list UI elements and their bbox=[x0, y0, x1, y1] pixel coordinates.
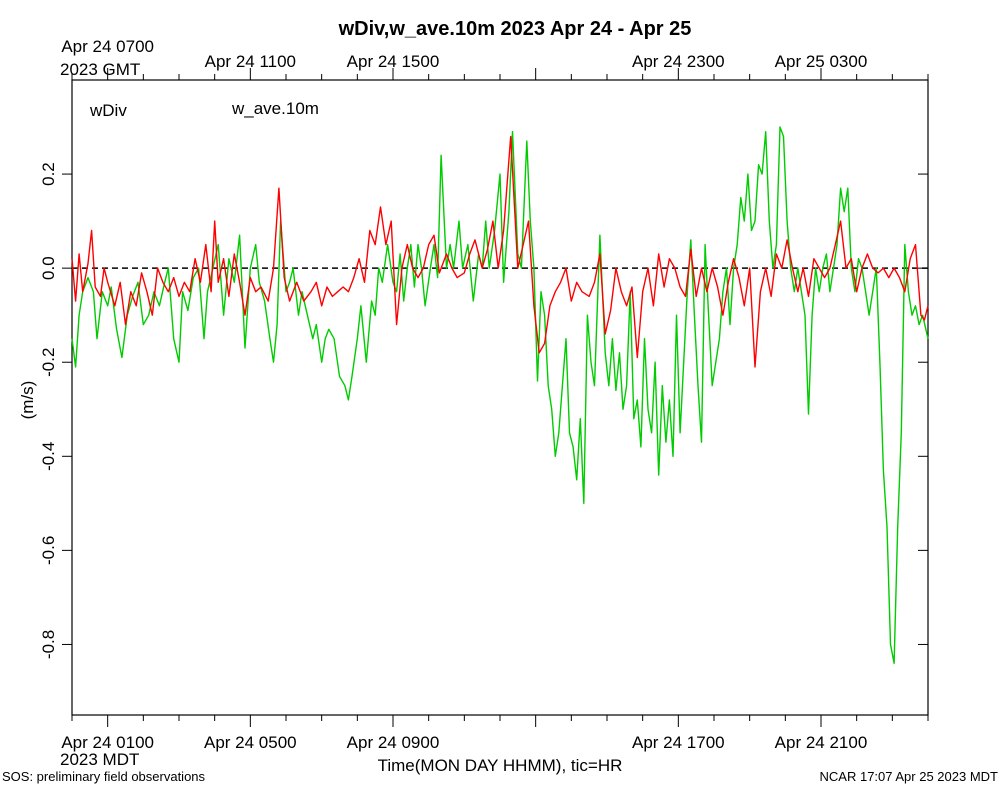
series-group bbox=[71, 126, 929, 664]
y-tick-label: 0.2 bbox=[39, 162, 58, 186]
y-tick-label: -0.4 bbox=[39, 442, 58, 471]
top-axis-tick-labels: Apr 24 0700 Apr 24 1100 Apr 24 1500 Apr 24 … bbox=[61, 37, 867, 71]
bottom-timezone-label: 2023 MDT bbox=[60, 750, 139, 769]
series-line-wdiv bbox=[71, 135, 929, 368]
x-axis-label: Time(MON DAY HHMM), tic=HR bbox=[378, 756, 623, 775]
y-tick-label: 0.0 bbox=[39, 256, 58, 280]
y-tick-label: -0.8 bbox=[39, 630, 58, 659]
footer-source: SOS: preliminary field observations bbox=[2, 769, 206, 784]
footer-timestamp: NCAR 17:07 Apr 25 2023 MDT bbox=[820, 769, 999, 784]
top-tick-label: Apr 24 1500 bbox=[347, 52, 440, 71]
y-axis-tick-labels: 0.2 0.0 -0.2 -0.4 -0.6 -0.8 bbox=[39, 162, 58, 659]
top-tick-label: Apr 24 2300 bbox=[632, 52, 725, 71]
legend-item-wdiv: wDiv bbox=[89, 101, 127, 120]
top-tick-label: Apr 25 0300 bbox=[775, 52, 868, 71]
bottom-axis-tick-labels: Apr 24 0100 Apr 24 0500 Apr 24 0900 Apr 24 … bbox=[61, 733, 867, 752]
top-timezone-label: 2023 GMT bbox=[60, 60, 140, 79]
bottom-tick-label: Apr 24 0900 bbox=[347, 733, 440, 752]
bottom-tick-label: Apr 24 0500 bbox=[204, 733, 297, 752]
bottom-tick-label: Apr 24 2100 bbox=[775, 733, 868, 752]
top-tick-label: Apr 24 0700 bbox=[61, 37, 154, 56]
bottom-tick-label: Apr 24 1700 bbox=[632, 733, 725, 752]
y-axis-label: (m/s) bbox=[18, 381, 37, 420]
legend-item-w-ave: w_ave.10m bbox=[231, 99, 319, 118]
y-tick-label: -0.2 bbox=[39, 348, 58, 377]
chart-title: wDiv,w_ave.10m 2023 Apr 24 - Apr 25 bbox=[338, 18, 692, 40]
y-tick-label: -0.6 bbox=[39, 536, 58, 565]
bottom-tick-label: Apr 24 0100 bbox=[61, 733, 154, 752]
series-line-w-ave-10m bbox=[71, 126, 929, 664]
axis-ticks bbox=[62, 68, 929, 727]
top-tick-label: Apr 24 1100 bbox=[205, 52, 296, 71]
